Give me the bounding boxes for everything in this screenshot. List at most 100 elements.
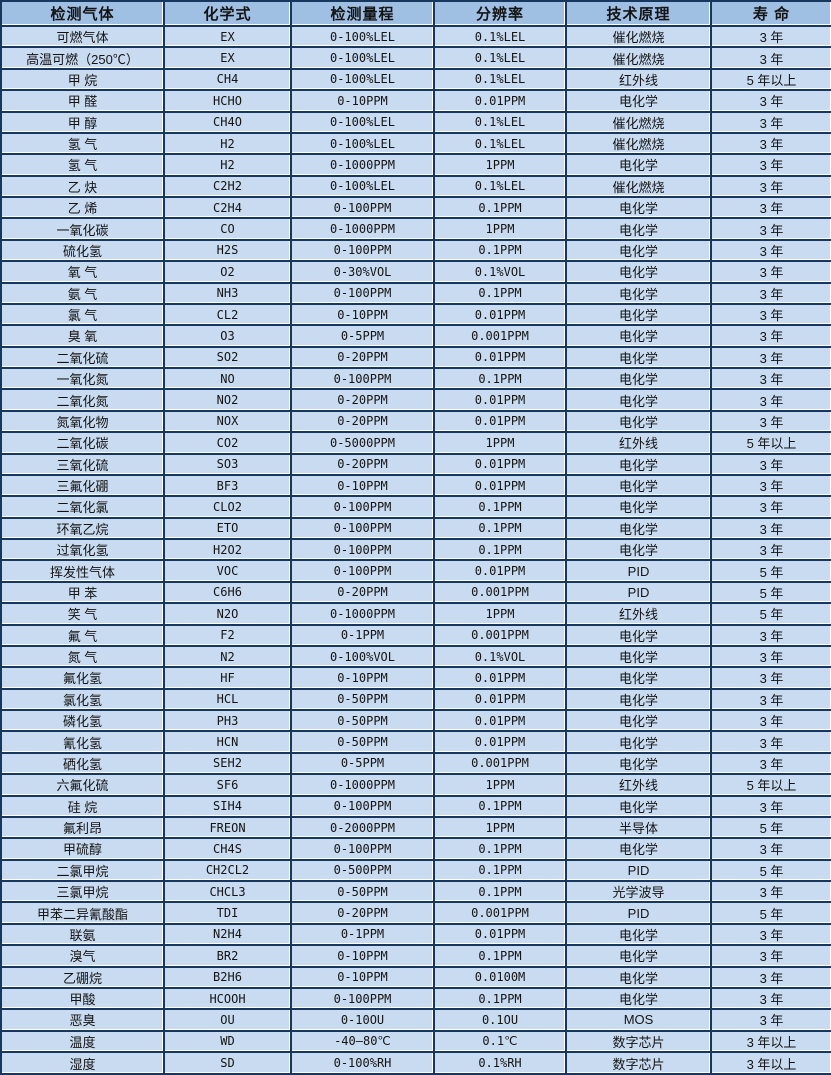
cell-resolution: 0.01PPM xyxy=(435,924,567,947)
cell-resolution: 0.001PPM xyxy=(435,903,567,925)
table-row: 甲 醇 CH4O 0-100%LEL 0.1%LEL 催化燃烧 3 年 xyxy=(2,112,831,134)
cell-principle: 电化学 xyxy=(567,689,712,711)
cell-range: 0-20PPM xyxy=(292,582,435,605)
cell-gas: 过氧化氢 xyxy=(2,540,165,562)
cell-resolution: 0.1%RH xyxy=(435,1053,567,1075)
cell-resolution: 0.001PPM xyxy=(435,753,567,776)
cell-resolution: 0.01PPM xyxy=(435,454,567,476)
cell-resolution: 0.1℃ xyxy=(435,1031,567,1053)
cell-resolution: 1PPM xyxy=(435,817,567,840)
cell-principle: PID xyxy=(567,561,712,583)
table-row: 二氧化硫 SO2 0-20PPM 0.01PPM 电化学 3 年 xyxy=(2,347,831,369)
cell-range: 0-1000PPM xyxy=(292,604,435,626)
cell-formula: CH4 xyxy=(165,69,292,92)
cell-gas: 可燃气体 xyxy=(2,27,165,49)
cell-resolution: 0.1PPM xyxy=(435,240,567,263)
cell-range: 0-100%LEL xyxy=(292,69,435,92)
cell-principle: 电化学 xyxy=(567,924,712,947)
cell-principle: 电化学 xyxy=(567,540,712,562)
cell-range: 0-10PPM xyxy=(292,668,435,690)
cell-resolution: 0.1PPM xyxy=(435,839,567,861)
table-row: 氟利昂 FREON 0-2000PPM 1PPM 半导体 5 年 xyxy=(2,817,831,840)
cell-principle: 电化学 xyxy=(567,475,712,498)
cell-range: 0-100PPM xyxy=(292,540,435,562)
cell-formula: PH3 xyxy=(165,711,292,733)
cell-lifespan: 3 年 xyxy=(712,326,831,348)
column-header-gas: 检测气体 xyxy=(2,2,165,27)
cell-principle: 电化学 xyxy=(567,518,712,540)
cell-lifespan: 3 年 xyxy=(712,668,831,690)
cell-lifespan: 3 年 xyxy=(712,155,831,177)
table-row: 氮 气 N2 0-100%VOL 0.1%VOL 电化学 3 年 xyxy=(2,646,831,669)
cell-formula: SIH4 xyxy=(165,796,292,818)
cell-lifespan: 5 年 xyxy=(712,860,831,882)
cell-lifespan: 3 年 xyxy=(712,262,831,284)
cell-principle: 电化学 xyxy=(567,411,712,434)
cell-gas: 三氟化硼 xyxy=(2,475,165,498)
cell-range: 0-20PPM xyxy=(292,903,435,925)
cell-range: 0-10PPM xyxy=(292,475,435,498)
cell-range: 0-30%VOL xyxy=(292,262,435,284)
cell-principle: 数字芯片 xyxy=(567,1053,712,1075)
cell-gas: 挥发性气体 xyxy=(2,561,165,583)
table-row: 硒化氢 SEH2 0-5PPM 0.001PPM 电化学 3 年 xyxy=(2,753,831,776)
cell-range: 0-10PPM xyxy=(292,91,435,113)
cell-formula: EX xyxy=(165,27,292,49)
cell-gas: 甲 醛 xyxy=(2,91,165,113)
cell-gas: 二氧化碳 xyxy=(2,433,165,455)
table-row: 甲苯二异氰酸酯 TDI 0-20PPM 0.001PPM PID 5 年 xyxy=(2,903,831,925)
cell-range: 0-5PPM xyxy=(292,753,435,776)
cell-range: 0-100%VOL xyxy=(292,646,435,669)
cell-resolution: 1PPM xyxy=(435,433,567,455)
table-row: 乙硼烷 B2H6 0-10PPM 0.0100M 电化学 3 年 xyxy=(2,967,831,989)
cell-range: 0-1000PPM xyxy=(292,219,435,241)
cell-lifespan: 3 年 xyxy=(712,646,831,669)
table-row: 甲 烷 CH4 0-100%LEL 0.1%LEL 红外线 5 年以上 xyxy=(2,69,831,92)
cell-lifespan: 3 年 xyxy=(712,946,831,968)
column-header-range: 检测量程 xyxy=(292,2,435,27)
cell-range: 0-20PPM xyxy=(292,347,435,369)
cell-gas: 恶臭 xyxy=(2,1010,165,1032)
table-row: 环氧乙烷 ETO 0-100PPM 0.1PPM 电化学 3 年 xyxy=(2,518,831,540)
cell-gas: 氢 气 xyxy=(2,155,165,177)
cell-resolution: 0.1PPM xyxy=(435,796,567,818)
table-row: 氟 气 F2 0-1PPM 0.001PPM 电化学 3 年 xyxy=(2,625,831,647)
cell-principle: PID xyxy=(567,903,712,925)
cell-lifespan: 3 年 xyxy=(712,518,831,540)
cell-resolution: 0.01PPM xyxy=(435,732,567,754)
cell-lifespan: 3 年 xyxy=(712,796,831,818)
cell-gas: 磷化氢 xyxy=(2,711,165,733)
cell-gas: 二氯甲烷 xyxy=(2,860,165,882)
cell-formula: OU xyxy=(165,1010,292,1032)
cell-formula: B2H6 xyxy=(165,967,292,989)
cell-lifespan: 3 年 xyxy=(712,112,831,134)
cell-resolution: 1PPM xyxy=(435,604,567,626)
cell-formula: TDI xyxy=(165,903,292,925)
cell-principle: 红外线 xyxy=(567,69,712,92)
table-row: 氢 气 H2 0-100%LEL 0.1%LEL 催化燃烧 3 年 xyxy=(2,133,831,156)
cell-principle: MOS xyxy=(567,1010,712,1032)
cell-formula: CLO2 xyxy=(165,497,292,519)
cell-lifespan: 3 年 xyxy=(712,304,831,327)
table-row: 可燃气体 EX 0-100%LEL 0.1%LEL 催化燃烧 3 年 xyxy=(2,27,831,49)
cell-resolution: 0.1PPM xyxy=(435,497,567,519)
cell-lifespan: 3 年 xyxy=(712,240,831,263)
cell-range: 0-100%LEL xyxy=(292,48,435,70)
table-row: 氟化氢 HF 0-10PPM 0.01PPM 电化学 3 年 xyxy=(2,668,831,690)
cell-gas: 氟 气 xyxy=(2,625,165,647)
cell-range: 0-100%LEL xyxy=(292,133,435,156)
cell-range: 0-2000PPM xyxy=(292,817,435,840)
cell-principle: 电化学 xyxy=(567,625,712,647)
cell-resolution: 0.1PPM xyxy=(435,518,567,540)
cell-lifespan: 3 年 xyxy=(712,283,831,305)
table-row: 六氟化硫 SF6 0-1000PPM 1PPM 红外线 5 年以上 xyxy=(2,775,831,797)
table-row: 二氧化氯 CLO2 0-100PPM 0.1PPM 电化学 3 年 xyxy=(2,497,831,519)
cell-principle: 电化学 xyxy=(567,198,712,220)
table-row: 联氨 N2H4 0-1PPM 0.01PPM 电化学 3 年 xyxy=(2,924,831,947)
table-row: 三氯甲烷 CHCL3 0-50PPM 0.1PPM 光学波导 3 年 xyxy=(2,882,831,904)
table-row: 甲 醛 HCHO 0-10PPM 0.01PPM 电化学 3 年 xyxy=(2,91,831,113)
cell-formula: HF xyxy=(165,668,292,690)
cell-range: 0-100PPM xyxy=(292,369,435,391)
cell-lifespan: 5 年 xyxy=(712,604,831,626)
cell-principle: 催化燃烧 xyxy=(567,48,712,70)
